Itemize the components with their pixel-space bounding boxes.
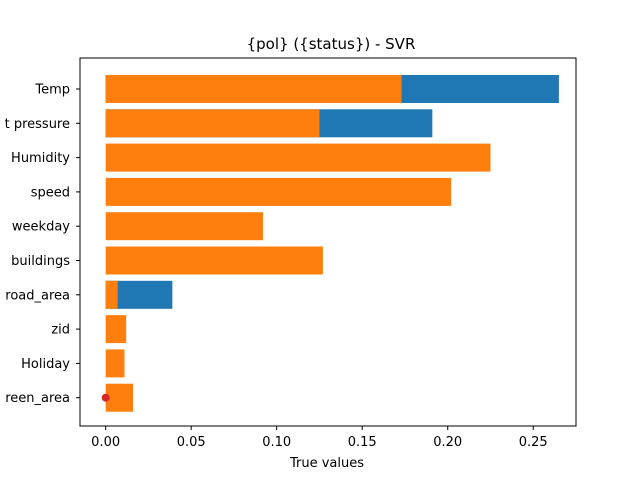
y-tick-label-6: road_area [5,288,70,303]
bar-s1-Humidity [105,143,491,172]
x-tick-label-5: 0.25 [519,435,548,450]
y-tick-label-9: reen_area [5,391,70,406]
chart-title: {pol} ({status}) - SVR [247,35,416,53]
y-tick-label-8: Holiday [21,357,70,372]
x-tick-label-4: 0.20 [433,435,462,450]
y-tick-label-0: Temp [34,83,70,98]
bar-s1-Holiday [105,349,125,378]
y-tick-label-1: t pressure [5,117,70,132]
bar-s1-speed [105,177,452,206]
y-tick-label-7: zid [51,323,70,338]
bar-s1-t pressure [105,109,320,138]
bar-s1-weekday [105,212,264,241]
x-tick-label-0: 0.00 [91,435,120,450]
x-tick-label-2: 0.10 [262,435,291,450]
bar-s1-buildings [105,246,323,275]
bar-s1-reen_area [105,383,134,412]
x-axis-label: True values [289,456,364,471]
y-tick-label-3: speed [31,185,70,200]
marker-0 [101,393,110,402]
bar-s1-zid [105,315,127,344]
bar-s1-road_area [105,280,118,309]
y-tick-label-4: weekday [12,220,70,235]
axes-frame [79,57,577,427]
y-tick-label-5: buildings [11,254,70,269]
y-tick-label-2: Humidity [11,151,70,166]
plot-area: Temp t pressure Humidity speed weekday buildi… [5,57,577,450]
x-tick-label-1: 0.05 [177,435,206,450]
x-tick-label-3: 0.15 [348,435,377,450]
bar-s1-Temp [105,75,402,103]
